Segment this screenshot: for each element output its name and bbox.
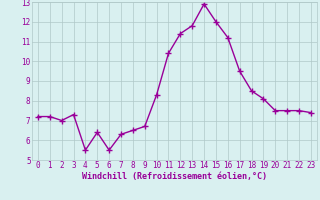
X-axis label: Windchill (Refroidissement éolien,°C): Windchill (Refroidissement éolien,°C) (82, 172, 267, 181)
